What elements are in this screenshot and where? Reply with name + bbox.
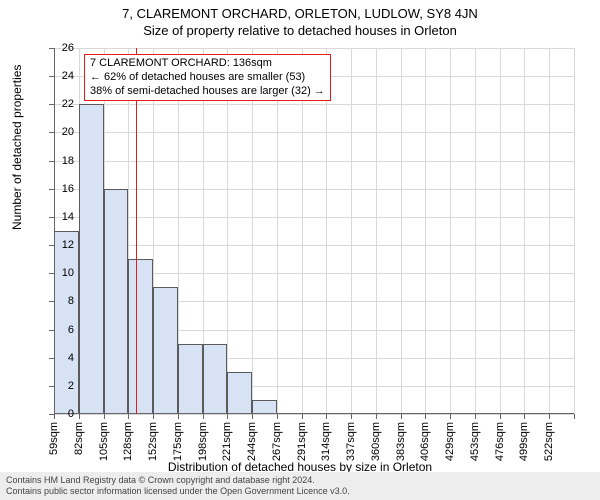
chart-container: 7, CLAREMONT ORCHARD, ORLETON, LUDLOW, S… [0, 0, 600, 500]
gridline-v [227, 48, 228, 414]
x-tick-label: 522sqm [543, 422, 555, 461]
y-tick-label: 26 [50, 42, 74, 54]
annotation-line: ← 62% of detached houses are smaller (53… [90, 71, 325, 85]
gridline-v [252, 48, 253, 414]
histogram-bar [227, 372, 252, 414]
gridline-v [500, 48, 501, 414]
gridline-v [549, 48, 550, 414]
x-tick-label: 429sqm [444, 422, 456, 461]
x-tick-label: 476sqm [494, 422, 506, 461]
x-tick-label: 152sqm [147, 422, 159, 461]
histogram-bar [104, 189, 129, 414]
y-tick-label: 4 [50, 352, 74, 364]
gridline-v [302, 48, 303, 414]
histogram-bar [178, 344, 203, 414]
gridline-v [376, 48, 377, 414]
gridline-h [54, 414, 574, 415]
gridline-v [475, 48, 476, 414]
y-tick-label: 0 [50, 408, 74, 420]
x-tick-label: 291sqm [296, 422, 308, 461]
x-tick-label: 267sqm [271, 422, 283, 461]
y-tick-label: 2 [50, 380, 74, 392]
chart-title: 7, CLAREMONT ORCHARD, ORLETON, LUDLOW, S… [0, 0, 600, 21]
x-tick-label: 453sqm [469, 422, 481, 461]
x-tick-label: 244sqm [246, 422, 258, 461]
x-tick-label: 499sqm [518, 422, 530, 461]
gridline-h [54, 48, 574, 49]
y-tick-label: 16 [50, 183, 74, 195]
x-tick-label: 383sqm [395, 422, 407, 461]
x-tick-label: 337sqm [345, 422, 357, 461]
gridline-v [450, 48, 451, 414]
gridline-v [351, 48, 352, 414]
gridline-h [54, 132, 574, 133]
x-tick-label: 360sqm [370, 422, 382, 461]
gridline-h [54, 161, 574, 162]
y-tick-label: 24 [50, 70, 74, 82]
histogram-bar [79, 104, 104, 414]
histogram-bar [153, 287, 178, 414]
reference-line [136, 48, 137, 414]
gridline-h [54, 245, 574, 246]
y-tick-label: 10 [50, 267, 74, 279]
x-tick-label: 314sqm [320, 422, 332, 461]
x-tick-label: 128sqm [122, 422, 134, 461]
reference-annotation: 7 CLAREMONT ORCHARD: 136sqm← 62% of deta… [84, 54, 331, 101]
gridline-h [54, 104, 574, 105]
x-tick-label: 59sqm [48, 422, 60, 455]
y-axis-label: Number of detached properties [10, 65, 24, 230]
x-tick-label: 175sqm [172, 422, 184, 461]
x-tick-label: 221sqm [221, 422, 233, 461]
gridline-v [574, 48, 575, 414]
x-tick-label: 198sqm [197, 422, 209, 461]
y-tick-label: 20 [50, 126, 74, 138]
y-tick-label: 22 [50, 98, 74, 110]
y-tick-label: 14 [50, 211, 74, 223]
histogram-bar [252, 400, 277, 414]
gridline-v [524, 48, 525, 414]
gridline-v [425, 48, 426, 414]
gridline-v [277, 48, 278, 414]
x-tick-label: 105sqm [98, 422, 110, 461]
y-tick-label: 6 [50, 324, 74, 336]
annotation-line: 38% of semi-detached houses are larger (… [90, 85, 325, 99]
chart-subtitle: Size of property relative to detached ho… [0, 21, 600, 38]
annotation-line: 7 CLAREMONT ORCHARD: 136sqm [90, 57, 325, 71]
y-tick-label: 8 [50, 295, 74, 307]
gridline-h [54, 189, 574, 190]
histogram-bar [203, 344, 228, 414]
y-tick-label: 18 [50, 155, 74, 167]
histogram-bar [128, 259, 153, 414]
footer-line1: Contains HM Land Registry data © Crown c… [6, 475, 594, 486]
x-tick-label: 82sqm [73, 422, 85, 455]
footer-attribution: Contains HM Land Registry data © Crown c… [0, 472, 600, 500]
plot-area: 7 CLAREMONT ORCHARD: 136sqm← 62% of deta… [54, 48, 574, 414]
x-tick-label: 406sqm [419, 422, 431, 461]
gridline-v [326, 48, 327, 414]
y-tick-label: 12 [50, 239, 74, 251]
gridline-h [54, 217, 574, 218]
gridline-v [401, 48, 402, 414]
footer-line2: Contains public sector information licen… [6, 486, 594, 497]
